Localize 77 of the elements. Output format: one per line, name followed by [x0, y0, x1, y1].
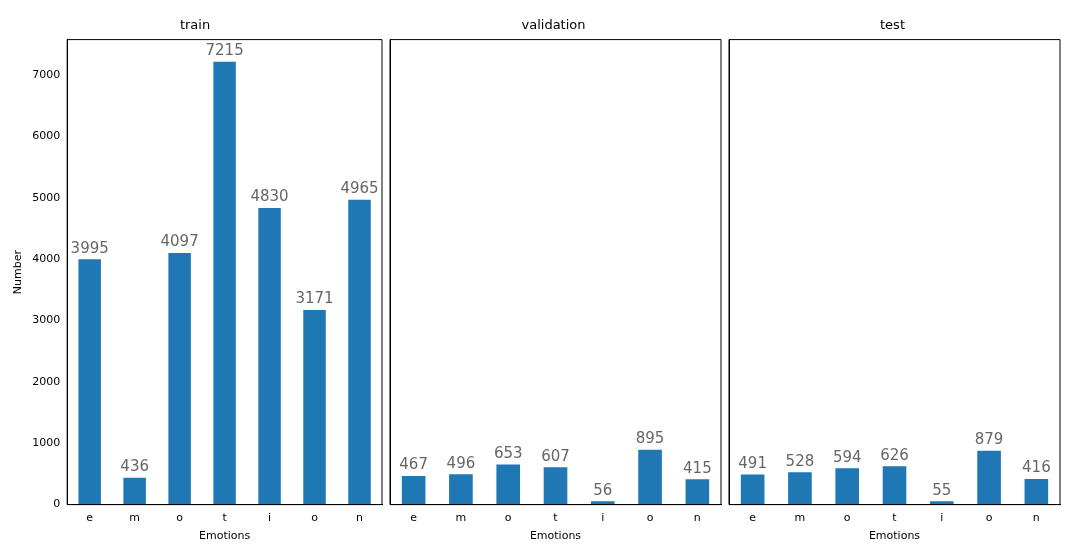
x-tick-label: o: [176, 511, 184, 525]
x-tick-label: t: [892, 511, 898, 525]
bar: [543, 467, 568, 505]
data-label: 496: [446, 453, 476, 472]
x-tick-label: o: [985, 511, 993, 525]
bar: [303, 309, 326, 505]
x-tick-label: m: [455, 511, 467, 525]
y-tick-label: 4000: [32, 251, 61, 265]
y-tick-label: 6000: [32, 129, 61, 143]
x-tick-label: t: [222, 511, 228, 525]
bar: [977, 450, 1001, 505]
bar: [882, 466, 907, 505]
bar: [78, 259, 101, 505]
data-label: 55: [932, 480, 952, 499]
data-label: 436: [120, 457, 149, 476]
x-tick-label: e: [410, 511, 418, 525]
bar: [835, 468, 860, 505]
data-label: 653: [493, 443, 523, 462]
x-tick-label: o: [504, 511, 512, 525]
x-tick-label: n: [356, 511, 364, 525]
bar: [348, 199, 371, 505]
x-tick-label: i: [268, 511, 272, 525]
x-tick-label: i: [940, 511, 944, 525]
data-label: 607: [541, 446, 570, 465]
y-tick-label: 5000: [32, 190, 61, 204]
bar: [449, 474, 473, 505]
data-label: 594: [832, 447, 862, 466]
x-axis-title: Emotions: [529, 529, 582, 543]
bar: [168, 253, 191, 505]
x-tick-label: o: [311, 511, 319, 525]
data-label: 895: [635, 429, 665, 448]
bar: [788, 472, 812, 505]
y-tick-label: 2000: [32, 374, 61, 388]
data-label: 4097: [160, 232, 199, 251]
y-tick-label: 1000: [32, 436, 61, 450]
bar: [929, 501, 954, 505]
bar: [496, 464, 521, 505]
y-tick-label: 0: [53, 497, 61, 511]
x-tick-label: o: [843, 511, 851, 525]
data-label: 4965: [340, 179, 379, 198]
bar: [638, 449, 662, 505]
data-label: 416: [1022, 458, 1051, 477]
data-label: 626: [880, 445, 909, 464]
x-tick-label: m: [794, 511, 806, 525]
data-label: 7215: [205, 41, 244, 60]
data-label: 528: [785, 451, 815, 470]
data-label: 56: [593, 480, 613, 499]
bar: [740, 474, 765, 505]
x-tick-label: e: [86, 511, 94, 525]
chart-title: test: [880, 17, 905, 33]
data-label: 4830: [250, 187, 289, 206]
x-tick-label: m: [129, 511, 141, 525]
x-tick-label: i: [601, 511, 605, 525]
x-tick-label: e: [749, 511, 757, 525]
x-tick-label: t: [553, 511, 559, 525]
bar: [213, 61, 236, 505]
y-tick-label: 3000: [32, 313, 61, 327]
y-tick-label: 7000: [32, 67, 61, 81]
bar: [685, 479, 710, 505]
chart-title: train: [179, 17, 211, 33]
data-label: 415: [683, 458, 712, 477]
bar: [401, 475, 426, 505]
data-label: 3171: [295, 289, 334, 308]
data-label: 3995: [70, 238, 109, 257]
x-axis-title: Emotions: [199, 529, 251, 543]
chart-title: validation: [521, 17, 586, 33]
y-axis-title: Number: [11, 249, 25, 295]
data-label: 491: [738, 453, 767, 472]
data-label: 467: [399, 455, 428, 474]
x-tick-label: o: [646, 511, 654, 525]
x-tick-label: n: [1032, 511, 1040, 525]
data-label: 879: [974, 430, 1004, 449]
x-axis-title: Emotions: [868, 529, 921, 543]
x-tick-label: n: [693, 511, 701, 525]
bar: [123, 477, 146, 505]
bar: [1024, 479, 1049, 505]
bar: [258, 208, 281, 505]
